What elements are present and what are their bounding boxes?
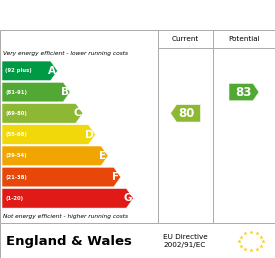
Text: B: B bbox=[61, 87, 69, 97]
Text: (69-80): (69-80) bbox=[5, 111, 27, 116]
Polygon shape bbox=[170, 104, 200, 122]
Polygon shape bbox=[2, 146, 108, 166]
Text: (39-54): (39-54) bbox=[5, 153, 27, 158]
Text: A: A bbox=[48, 66, 56, 76]
Text: (1-20): (1-20) bbox=[5, 196, 23, 201]
Text: (92 plus): (92 plus) bbox=[5, 68, 32, 73]
Text: G: G bbox=[123, 193, 132, 203]
Text: (81-91): (81-91) bbox=[5, 90, 27, 95]
Text: E: E bbox=[100, 151, 107, 161]
Polygon shape bbox=[2, 167, 121, 187]
Text: C: C bbox=[74, 108, 81, 118]
Polygon shape bbox=[2, 61, 57, 81]
Text: F: F bbox=[112, 172, 119, 182]
Text: 80: 80 bbox=[178, 107, 195, 120]
Text: (55-68): (55-68) bbox=[5, 132, 27, 137]
Text: Energy Efficiency Rating: Energy Efficiency Rating bbox=[37, 7, 238, 22]
Text: 83: 83 bbox=[235, 86, 251, 99]
Polygon shape bbox=[2, 82, 70, 102]
Text: England & Wales: England & Wales bbox=[6, 235, 132, 248]
Polygon shape bbox=[2, 125, 95, 144]
Text: (21-38): (21-38) bbox=[5, 175, 27, 180]
Text: Not energy efficient - higher running costs: Not energy efficient - higher running co… bbox=[3, 214, 128, 219]
Text: Current: Current bbox=[172, 36, 199, 42]
Text: Potential: Potential bbox=[228, 36, 260, 42]
Polygon shape bbox=[2, 103, 83, 123]
Text: D: D bbox=[85, 130, 94, 140]
Text: Very energy efficient - lower running costs: Very energy efficient - lower running co… bbox=[3, 51, 128, 55]
Polygon shape bbox=[229, 83, 259, 101]
Polygon shape bbox=[2, 189, 133, 208]
Text: EU Directive
2002/91/EC: EU Directive 2002/91/EC bbox=[163, 234, 208, 248]
